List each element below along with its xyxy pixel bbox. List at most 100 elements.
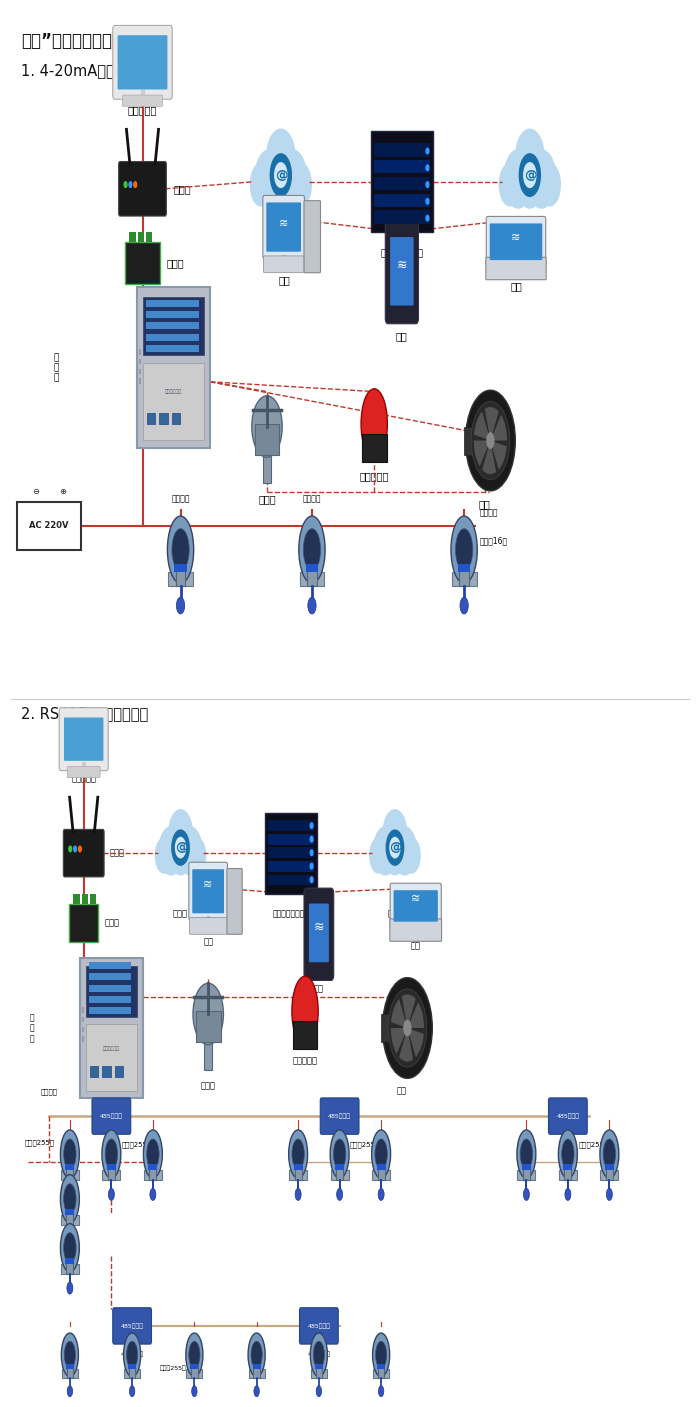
- Circle shape: [460, 597, 468, 613]
- FancyBboxPatch shape: [393, 891, 438, 922]
- Circle shape: [337, 1189, 342, 1200]
- Text: ≋: ≋: [279, 218, 288, 229]
- Text: 485中继器: 485中继器: [328, 1113, 351, 1119]
- FancyBboxPatch shape: [189, 862, 228, 920]
- Circle shape: [251, 163, 272, 205]
- Bar: [108, 1152, 115, 1180]
- FancyBboxPatch shape: [67, 767, 100, 778]
- Bar: [139, 349, 141, 355]
- Ellipse shape: [64, 1140, 76, 1169]
- Bar: [204, 1040, 212, 1069]
- Text: @: @: [389, 841, 402, 854]
- Text: 电脑: 电脑: [203, 937, 214, 946]
- Circle shape: [310, 823, 313, 829]
- Bar: [90, 1065, 98, 1076]
- Text: 互联网: 互联网: [173, 909, 188, 919]
- Text: 485中继器: 485中继器: [120, 1351, 144, 1356]
- Circle shape: [192, 1386, 197, 1397]
- Bar: [160, 412, 168, 424]
- FancyBboxPatch shape: [304, 201, 321, 273]
- Circle shape: [270, 160, 293, 208]
- Text: 485中继器: 485中继器: [100, 1113, 123, 1119]
- Text: ≋: ≋: [511, 232, 521, 243]
- Text: 路由器: 路由器: [174, 184, 191, 194]
- Circle shape: [274, 163, 287, 187]
- Wedge shape: [491, 415, 507, 440]
- Circle shape: [74, 846, 76, 851]
- Circle shape: [388, 989, 427, 1067]
- Text: 互联网: 互联网: [388, 909, 402, 919]
- Ellipse shape: [603, 1140, 615, 1169]
- Text: ⊖: ⊖: [32, 487, 38, 497]
- Ellipse shape: [248, 1332, 265, 1376]
- Bar: [564, 1164, 573, 1171]
- Text: 可连接255台: 可连接255台: [122, 1141, 152, 1148]
- FancyBboxPatch shape: [80, 958, 143, 1097]
- FancyBboxPatch shape: [390, 884, 441, 929]
- Text: AC 220V: AC 220V: [29, 522, 69, 530]
- Ellipse shape: [561, 1140, 574, 1169]
- FancyBboxPatch shape: [309, 903, 329, 962]
- Bar: [176, 547, 186, 585]
- Bar: [144, 1171, 162, 1180]
- Circle shape: [386, 836, 405, 875]
- FancyBboxPatch shape: [300, 1307, 338, 1344]
- Ellipse shape: [144, 1130, 162, 1178]
- Bar: [89, 985, 132, 992]
- FancyBboxPatch shape: [113, 1307, 151, 1344]
- Circle shape: [310, 877, 313, 882]
- FancyBboxPatch shape: [193, 870, 224, 913]
- Bar: [65, 1164, 74, 1171]
- Ellipse shape: [330, 1130, 349, 1178]
- Text: 485中继器: 485中继器: [556, 1113, 580, 1119]
- Bar: [61, 1216, 79, 1225]
- Bar: [128, 1363, 136, 1369]
- Circle shape: [308, 597, 316, 613]
- FancyBboxPatch shape: [486, 217, 546, 267]
- Circle shape: [527, 151, 556, 208]
- Ellipse shape: [60, 1130, 79, 1178]
- Bar: [374, 144, 430, 156]
- Text: 声光报警器: 声光报警器: [360, 471, 389, 481]
- Text: 可连接255台: 可连接255台: [578, 1141, 608, 1148]
- Text: 互联网: 互联网: [521, 249, 538, 259]
- Text: 电磁阀: 电磁阀: [201, 1081, 216, 1090]
- Bar: [255, 424, 279, 454]
- Bar: [377, 1164, 386, 1171]
- Ellipse shape: [251, 1341, 262, 1369]
- FancyBboxPatch shape: [263, 196, 304, 259]
- Ellipse shape: [64, 1233, 76, 1263]
- Ellipse shape: [456, 529, 472, 571]
- Circle shape: [565, 1189, 571, 1200]
- Circle shape: [310, 864, 313, 870]
- Bar: [374, 210, 430, 224]
- Bar: [107, 1164, 116, 1171]
- Ellipse shape: [60, 1175, 79, 1223]
- Ellipse shape: [559, 1130, 578, 1178]
- Bar: [82, 1027, 85, 1033]
- Text: 可连接16个: 可连接16个: [480, 536, 508, 546]
- FancyBboxPatch shape: [390, 919, 442, 941]
- Circle shape: [78, 846, 81, 851]
- Circle shape: [176, 597, 185, 613]
- Bar: [253, 1363, 260, 1369]
- Text: 数界科技监控: 数界科技监控: [165, 390, 182, 394]
- Circle shape: [252, 395, 282, 457]
- FancyBboxPatch shape: [190, 917, 227, 934]
- Ellipse shape: [299, 516, 325, 584]
- Circle shape: [255, 151, 284, 208]
- Circle shape: [129, 182, 132, 187]
- Circle shape: [270, 153, 291, 197]
- Bar: [601, 1171, 618, 1180]
- Circle shape: [524, 163, 536, 187]
- Circle shape: [606, 1189, 612, 1200]
- Bar: [268, 834, 314, 844]
- FancyBboxPatch shape: [143, 297, 204, 355]
- Text: ≋: ≋: [203, 881, 212, 891]
- FancyBboxPatch shape: [486, 257, 546, 280]
- Ellipse shape: [333, 1140, 346, 1169]
- FancyBboxPatch shape: [113, 25, 172, 100]
- FancyBboxPatch shape: [64, 718, 104, 761]
- Text: 大众”系列带显示固定式检测仪: 大众”系列带显示固定式检测仪: [22, 32, 162, 51]
- Text: 信号输出: 信号输出: [172, 494, 190, 504]
